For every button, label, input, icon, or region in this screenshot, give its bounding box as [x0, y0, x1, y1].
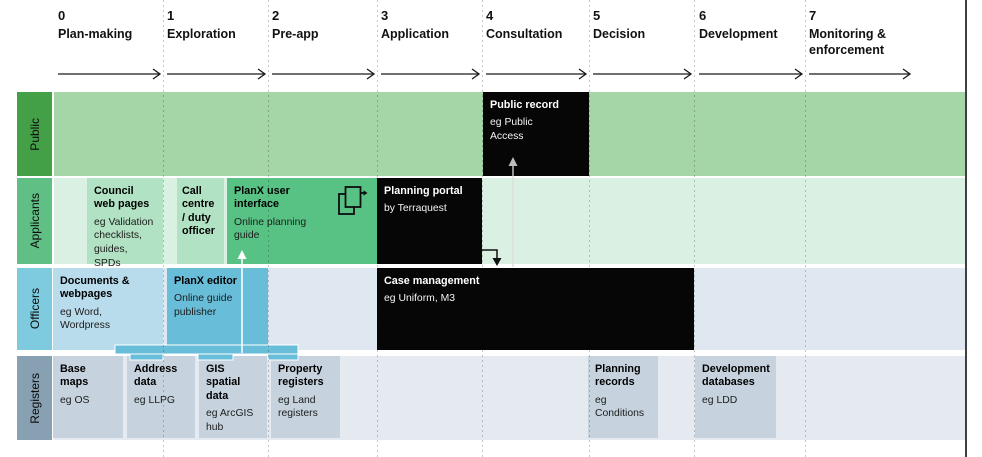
box-title: Address data: [134, 363, 178, 389]
lane-label-text: Registers: [27, 372, 42, 424]
column-gridline: [377, 0, 378, 457]
stage-number: 5: [593, 8, 601, 23]
stage-6: 6 Development: [699, 8, 801, 42]
box-subtitle: eg Conditions: [595, 394, 645, 420]
box-subtitle: by Terraquest: [384, 203, 447, 215]
box-planx-editor: PlanX editor Online guide publisher: [167, 268, 268, 350]
lane-label-text: Public: [27, 117, 42, 151]
box-case-management: Case management eg Uniform, M3: [377, 268, 694, 350]
box-council-web-pages: Council web pages eg Validation checklis…: [87, 178, 163, 269]
box-subtitle: eg Word, Wordpress: [60, 306, 111, 332]
stage-name: Exploration: [167, 27, 236, 41]
timeline-arrows: [58, 68, 912, 80]
stage-name: Consultation: [486, 27, 563, 41]
stage-0: 0 Plan-making: [58, 8, 160, 42]
box-development-databases: Development databases eg LDD: [695, 356, 776, 438]
stage-name: Development: [699, 27, 778, 41]
box-public-record: Public record eg Public Access: [483, 92, 589, 176]
stage-1: 1 Exploration: [167, 8, 269, 42]
box-title: Planning records: [595, 363, 641, 389]
box-base-maps: Base maps eg OS: [53, 356, 123, 438]
box-title: Public record: [490, 99, 559, 111]
stage-number: 2: [272, 8, 280, 23]
box-title: Planning portal: [384, 185, 463, 197]
stage-number: 4: [486, 8, 494, 23]
stage-number: 6: [699, 8, 707, 23]
box-planning-portal: Planning portal by Terraquest: [377, 178, 482, 264]
box-title: Case management: [384, 275, 480, 287]
column-gridline: [694, 0, 695, 457]
stage-7: 7 Monitoring & enforcement: [809, 8, 917, 59]
box-documents-webpages: Documents & webpages eg Word, Wordpress: [53, 268, 163, 350]
lane-label-officers: Officers: [17, 268, 52, 350]
pages-icon: [338, 186, 368, 215]
lane-label-text: Applicants: [27, 193, 42, 249]
column-gridline: [268, 0, 269, 457]
stage-5: 5 Decision: [593, 8, 695, 42]
lane-label-registers: Registers: [17, 356, 52, 440]
stage-number: 1: [167, 8, 175, 23]
column-gridline: [163, 0, 164, 457]
column-gridline: [482, 0, 483, 457]
stage-name: Plan-making: [58, 27, 133, 41]
lane-label-applicants: Applicants: [17, 178, 52, 264]
box-address-data: Address data eg LLPG: [127, 356, 195, 438]
box-title: Development databases: [702, 363, 770, 389]
stage-name: Decision: [593, 27, 646, 41]
box-subtitle: Online guide publisher: [174, 293, 233, 318]
stage-number: 3: [381, 8, 389, 23]
box-title: GIS spatial data: [206, 363, 241, 402]
stage-number: 7: [809, 8, 817, 23]
stage-number: 0: [58, 8, 66, 23]
box-subtitle: eg Public Access: [490, 117, 533, 142]
box-title: PlanX user interface: [234, 185, 290, 211]
box-title: Base maps: [60, 363, 89, 389]
box-subtitle: eg LLPG: [134, 394, 176, 406]
box-subtitle: Online planning guide: [234, 216, 307, 242]
stage-name: Application: [381, 27, 450, 41]
lane-label-text: Officers: [27, 288, 42, 330]
box-gis-spatial-data: GIS spatial data eg ArcGIS hub: [199, 356, 267, 438]
box-subtitle: eg Validation checklists, guides, SPDs: [94, 216, 154, 269]
box-title: Call centre / duty officer: [182, 185, 215, 238]
box-subtitle: eg Uniform, M3: [384, 293, 456, 305]
box-planning-records: Planning records eg Conditions: [588, 356, 658, 438]
screen-edge-divider: [965, 0, 967, 457]
stage-name: Monitoring & enforcement: [809, 27, 887, 58]
stage-3: 3 Application: [381, 8, 483, 42]
box-title: Council web pages: [94, 185, 150, 211]
box-property-registers: Property registers eg Land registers: [271, 356, 340, 438]
box-planx-user-interface: PlanX user interface Online planning gui…: [227, 178, 377, 264]
stage-name: Pre-app: [272, 27, 319, 41]
stage-4: 4 Consultation: [486, 8, 588, 42]
box-title: Property registers: [278, 363, 324, 389]
box-subtitle: eg OS: [60, 394, 90, 406]
box-subtitle: eg Land registers: [278, 394, 318, 420]
box-subtitle: eg ArcGIS hub: [206, 408, 254, 433]
box-title: PlanX editor: [174, 275, 237, 287]
stage-2: 2 Pre-app: [272, 8, 374, 42]
lane-label-public: Public: [17, 92, 52, 176]
column-gridline: [589, 0, 590, 457]
column-gridline: [805, 0, 806, 457]
box-subtitle: eg LDD: [702, 394, 738, 406]
box-call-centre: Call centre / duty officer: [177, 178, 224, 264]
box-title: Documents & webpages: [60, 275, 130, 301]
